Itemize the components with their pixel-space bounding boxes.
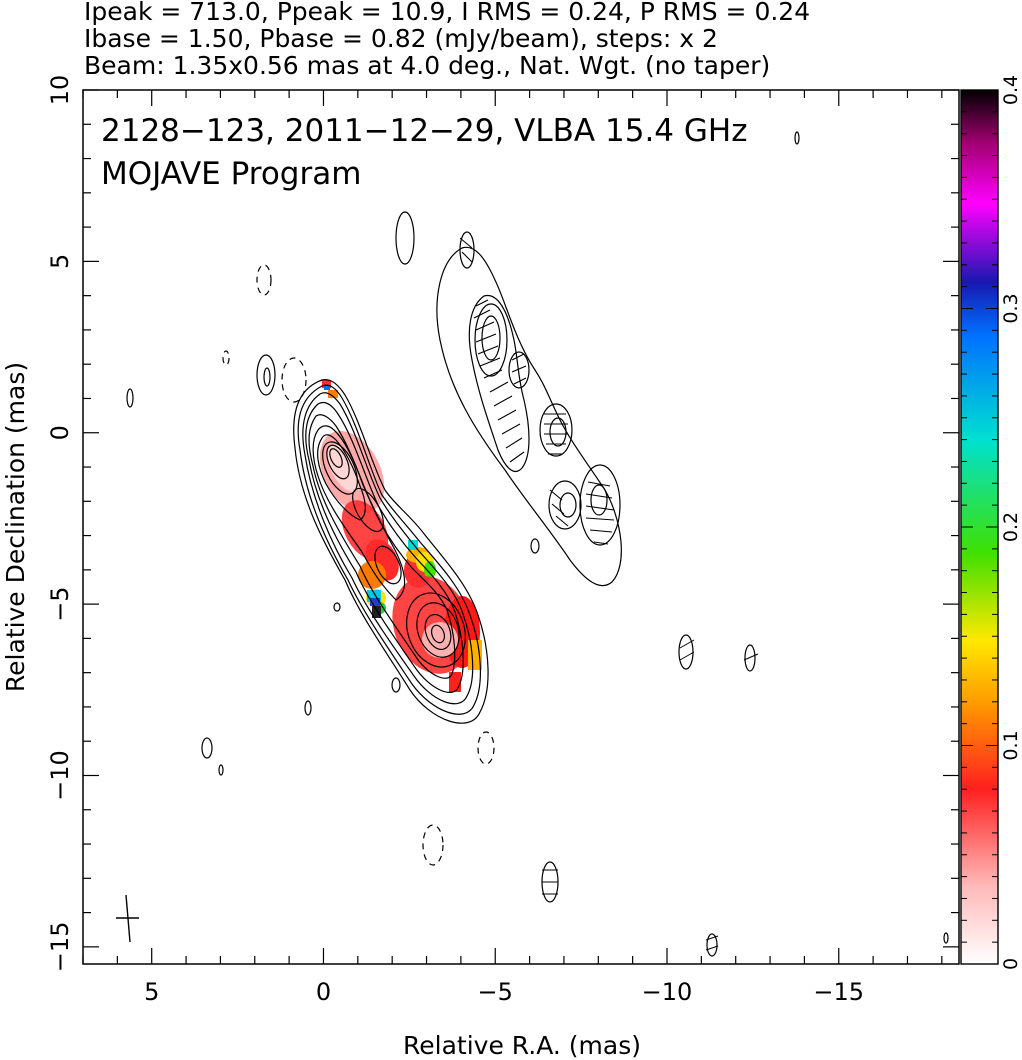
x-tick-label: −10 <box>642 978 693 1006</box>
color-patch <box>370 598 380 606</box>
solid-blob <box>304 700 312 716</box>
x-tick-label: −15 <box>813 978 864 1006</box>
solid-blob <box>794 131 800 145</box>
x-axis: 5 0 −5 −10 −15 <box>82 90 943 1006</box>
solid-blob <box>218 764 224 776</box>
solid-blob <box>333 602 341 612</box>
contour-level <box>312 425 406 601</box>
pol-contour <box>468 294 530 472</box>
contour-level <box>374 545 402 585</box>
header-line-1: Ipeak = 713.0, Ppeak = 10.9, I RMS = 0.2… <box>84 0 810 26</box>
contour-level <box>322 441 358 495</box>
pol-contour <box>559 492 577 518</box>
y-tick-label: 0 <box>46 425 74 440</box>
color-patch <box>322 380 331 388</box>
contour-level <box>297 384 481 715</box>
solid-blob <box>744 644 756 672</box>
plot-frame <box>82 89 960 965</box>
colorbar-tick-label: 0 <box>1000 958 1022 970</box>
faint-evpa-ticks <box>542 639 759 951</box>
pol-contour <box>590 484 608 516</box>
contour-level <box>424 613 452 651</box>
pol-contour <box>474 303 508 377</box>
plot-area <box>116 131 949 957</box>
pol-contour <box>508 351 530 389</box>
dashed-blob <box>422 824 444 866</box>
colorbar-tick-label: 0.3 <box>1000 293 1022 323</box>
color-patch <box>449 672 461 692</box>
y-axis-label: Relative Declination (mas) <box>1 362 30 692</box>
solid-blob <box>201 737 213 759</box>
dashed-blob <box>281 357 307 403</box>
y-axis: 10 5 0 −5 −10 −15 <box>46 75 959 972</box>
dashed-blob <box>477 731 495 765</box>
colorbar-tick-label: 0.4 <box>1000 75 1022 105</box>
y-tick-label: 5 <box>46 254 74 269</box>
negative-contours <box>222 264 495 866</box>
header-line-2: Ibase = 1.50, Pbase = 0.82 (mJy/beam), s… <box>84 24 718 53</box>
pol-contour <box>481 315 501 361</box>
colorbar-ticks: 0 0.1 0.2 0.3 0.4 <box>961 75 1022 970</box>
pol-contour <box>548 480 582 530</box>
solid-blob <box>391 677 401 693</box>
y-tick-label: −5 <box>46 586 74 621</box>
pol-contour <box>549 417 567 447</box>
color-patch <box>358 561 386 589</box>
dashed-blob <box>256 264 272 296</box>
contour-level <box>326 444 350 480</box>
pol-contour <box>579 464 621 546</box>
polarization-contours <box>436 231 622 587</box>
panel-subtitle: MOJAVE Program <box>101 156 361 192</box>
pol-contour <box>459 231 475 269</box>
color-patch <box>328 390 338 398</box>
solid-blob <box>395 211 415 265</box>
y-tick-label: −15 <box>46 922 74 973</box>
solid-blob <box>263 367 271 387</box>
y-tick-label: −10 <box>46 750 74 801</box>
evpa-ticks <box>459 237 615 545</box>
contour-level <box>416 602 460 658</box>
pol-contour <box>530 538 540 554</box>
solid-blob <box>706 933 718 957</box>
x-tick-label: 5 <box>144 978 159 1006</box>
solid-blob <box>943 932 949 944</box>
x-tick-label: 0 <box>316 978 331 1006</box>
color-patch <box>326 444 360 492</box>
solid-blob <box>256 354 276 396</box>
solid-blob <box>126 388 134 408</box>
x-tick-label: −5 <box>478 978 513 1006</box>
pol-contour-outer <box>436 246 622 587</box>
intensity-contours <box>293 379 489 724</box>
color-patch <box>424 561 436 579</box>
contour-level <box>305 402 464 693</box>
contour-level <box>430 624 446 644</box>
pol-contour <box>539 403 573 457</box>
contour-level <box>352 487 384 533</box>
panel-title: 2128−123, 2011−12−29, VLBA 15.4 GHz <box>101 113 747 149</box>
colorbar-tick-label: 0.2 <box>1000 512 1022 542</box>
contour-level <box>329 448 343 468</box>
beam-marker <box>116 894 139 943</box>
color-patch <box>324 386 330 390</box>
dashed-blob <box>222 350 230 366</box>
contour-level <box>406 592 466 668</box>
y-tick-label: 10 <box>46 75 74 106</box>
contour-level <box>317 434 366 521</box>
color-patch <box>372 606 381 618</box>
colorbar-tick-label: 0.1 <box>1000 730 1022 760</box>
color-patch <box>408 540 418 550</box>
contour-level <box>293 379 489 724</box>
contour-level <box>302 392 474 705</box>
header-line-3: Beam: 1.35x0.56 mas at 4.0 deg., Nat. Wg… <box>84 51 770 80</box>
x-axis-label: Relative R.A. (mas) <box>403 1031 641 1060</box>
